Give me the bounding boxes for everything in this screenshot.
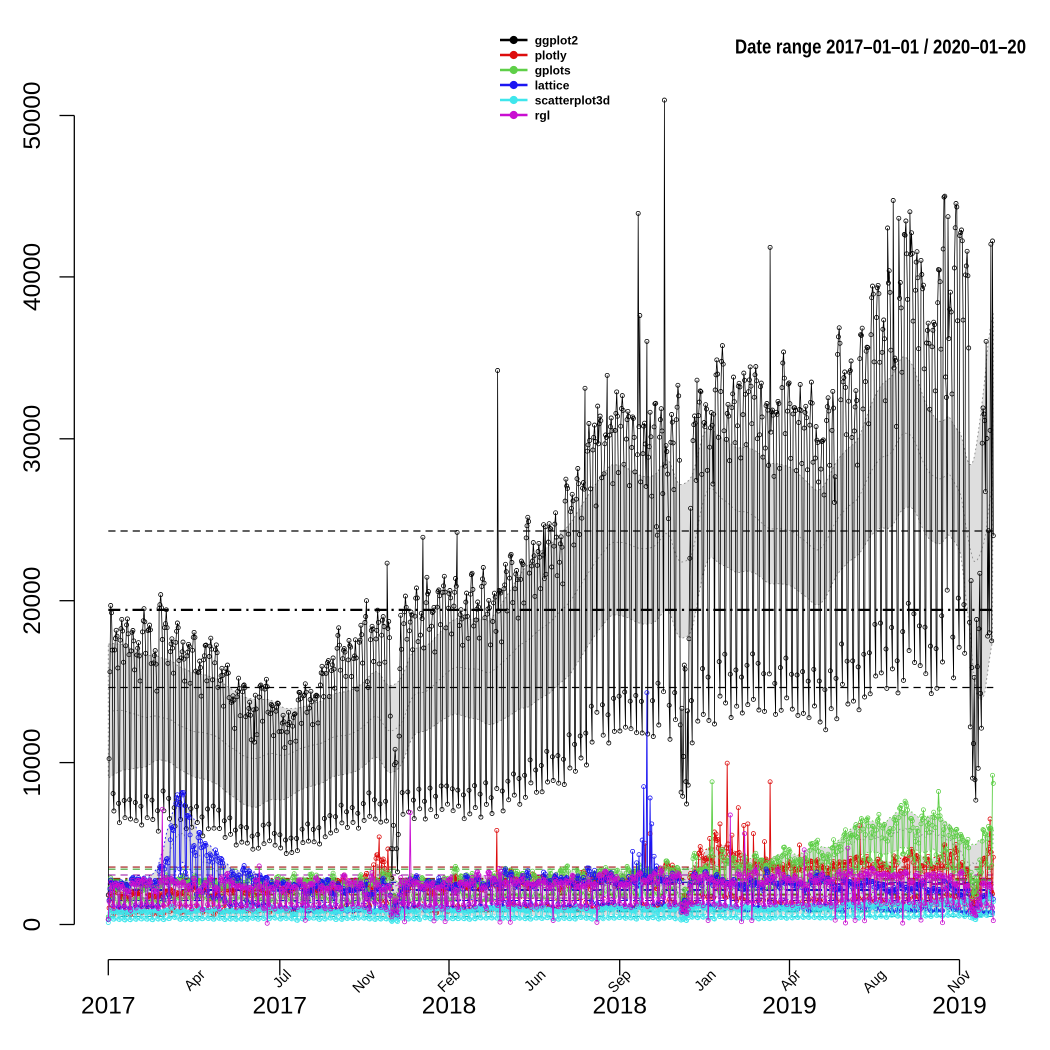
svg-text:10000: 10000: [19, 729, 46, 797]
svg-text:20000: 20000: [19, 567, 46, 635]
svg-text:gplots: gplots: [535, 63, 571, 77]
svg-text:30000: 30000: [19, 405, 46, 473]
svg-text:Date range 2017–01–01 / 2020–: Date range 2017–01–01 / 2020–01–20: [735, 36, 1026, 58]
svg-text:2018: 2018: [422, 993, 477, 1020]
svg-text:2017: 2017: [253, 993, 308, 1020]
svg-text:2019: 2019: [932, 993, 987, 1020]
svg-text:50000: 50000: [19, 81, 46, 149]
svg-text:40000: 40000: [19, 243, 46, 311]
svg-text:plotly: plotly: [535, 48, 567, 62]
svg-text:scatterplot3d: scatterplot3d: [535, 93, 610, 107]
svg-text:0: 0: [19, 918, 46, 932]
svg-text:2017: 2017: [81, 993, 136, 1020]
svg-text:rgl: rgl: [535, 108, 550, 122]
svg-text:lattice: lattice: [535, 78, 570, 92]
svg-text:2018: 2018: [592, 993, 647, 1020]
svg-text:2019: 2019: [762, 993, 817, 1020]
svg-text:ggplot2: ggplot2: [535, 33, 579, 47]
